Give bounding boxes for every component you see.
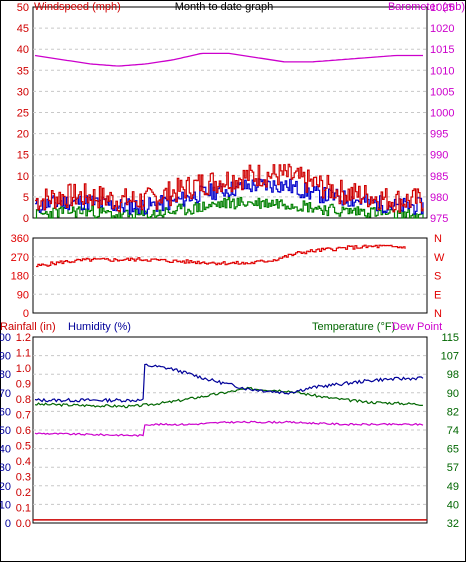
- humidity-tick-label: 20: [0, 481, 11, 493]
- baro-tick-label: 1000: [430, 108, 454, 120]
- humidity-tick-label: 10: [0, 499, 11, 511]
- rain-axis-label: Rainfall (in): [0, 321, 56, 333]
- chart-title: Month to date graph: [175, 1, 273, 13]
- rain-tick-label: 0.6: [16, 425, 31, 437]
- direction-tick-label: 90: [17, 289, 29, 301]
- humidity-tick-label: 80: [0, 369, 11, 381]
- humidity-tick-label: 70: [0, 388, 11, 400]
- temperature-line: [34, 386, 424, 409]
- humidity-tick-label: 100: [0, 332, 11, 344]
- wind-tick-label: 5: [23, 192, 29, 204]
- temp-panel-frame: [32, 336, 428, 524]
- rain-tick-label: 1.1: [16, 348, 31, 360]
- direction-panel-frame: [32, 237, 428, 314]
- baro-tick-label: 1025: [430, 2, 454, 14]
- rain-tick-label: 1.2: [16, 332, 31, 344]
- compass-tick-label: S: [434, 271, 441, 283]
- rain-tick-label: 0.8: [16, 394, 31, 406]
- temp-tick-label: 98: [447, 369, 459, 381]
- compass-tick-label: W: [434, 252, 445, 264]
- rain-tick-label: 0.5: [16, 441, 31, 453]
- humidity-tick-label: 90: [0, 351, 11, 363]
- direction-tick-label: 0: [23, 308, 29, 320]
- humidity-tick-label: 50: [0, 425, 11, 437]
- baro-tick-label: 975: [430, 213, 448, 225]
- direction-tick-label: 180: [11, 271, 29, 283]
- humidity-tick-label: 30: [0, 462, 11, 474]
- temp-tick-label: 115: [441, 332, 459, 344]
- rain-tick-label: 0.0: [16, 518, 31, 530]
- wind-tick-label: 25: [17, 108, 29, 120]
- rain-tick-label: 0.3: [16, 472, 31, 484]
- rain-tick-label: 0.9: [16, 379, 31, 391]
- baro-tick-label: 1010: [430, 65, 454, 77]
- temp-axis-label: Temperature (°F): [312, 321, 395, 333]
- temp-tick-label: 82: [447, 406, 459, 418]
- wind-series-wind_red: [35, 163, 424, 213]
- humidity-tick-label: 0: [5, 518, 11, 530]
- rain-tick-label: 1.0: [16, 363, 31, 375]
- wind-tick-label: 0: [23, 213, 29, 225]
- rain-tick-label: 0.7: [16, 410, 31, 422]
- temp-tick-label: 57: [447, 462, 459, 474]
- temp-tick-label: 40: [447, 499, 459, 511]
- temp-tick-label: 74: [447, 425, 459, 437]
- baro-axis-label: Barometer (mb): [388, 1, 465, 13]
- wind-tick-label: 30: [17, 86, 29, 98]
- wind-tick-label: 15: [17, 150, 29, 162]
- baro-tick-label: 990: [430, 150, 448, 162]
- humidity-axis-label: Humidity (%): [68, 321, 131, 333]
- dew-point-line: [34, 420, 424, 438]
- direction-tick-label: 360: [11, 233, 29, 245]
- direction-tick-label: 270: [11, 252, 29, 264]
- baro-tick-label: 1005: [430, 86, 454, 98]
- humidity-tick-label: 40: [0, 444, 11, 456]
- baro-tick-label: 995: [430, 129, 448, 141]
- baro-tick-label: 1020: [430, 23, 454, 35]
- wind-tick-label: 40: [17, 44, 29, 56]
- wind-direction-line: [36, 244, 406, 268]
- wind-axis-label: Windspeed (mph): [34, 1, 121, 13]
- wind-panel-frame: [32, 6, 428, 219]
- temp-tick-label: 107: [441, 351, 459, 363]
- baro-tick-label: 985: [430, 171, 448, 183]
- baro-tick-label: 980: [430, 192, 448, 204]
- wind-tick-label: 45: [17, 23, 29, 35]
- temp-tick-label: 90: [447, 388, 459, 400]
- humidity-tick-label: 60: [0, 406, 11, 418]
- compass-tick-label: E: [434, 289, 441, 301]
- dew-axis-label: Dew Point: [392, 321, 442, 333]
- temp-tick-label: 49: [447, 481, 459, 493]
- barometer-line: [34, 52, 423, 67]
- rain-tick-label: 0.1: [16, 503, 31, 515]
- wind-series-wind_green: [35, 196, 424, 219]
- wind-tick-label: 50: [17, 2, 29, 14]
- compass-tick-label: N: [434, 308, 442, 320]
- rain-tick-label: 0.2: [16, 487, 31, 499]
- rain-tick-label: 0.4: [16, 456, 31, 468]
- wind-tick-label: 20: [17, 129, 29, 141]
- wind-tick-label: 10: [17, 171, 29, 183]
- temp-tick-label: 32: [447, 518, 459, 530]
- humidity-line: [34, 363, 424, 404]
- baro-tick-label: 1015: [430, 44, 454, 56]
- temp-tick-label: 65: [447, 444, 459, 456]
- wind-tick-label: 35: [17, 65, 29, 77]
- compass-tick-label: N: [434, 233, 442, 245]
